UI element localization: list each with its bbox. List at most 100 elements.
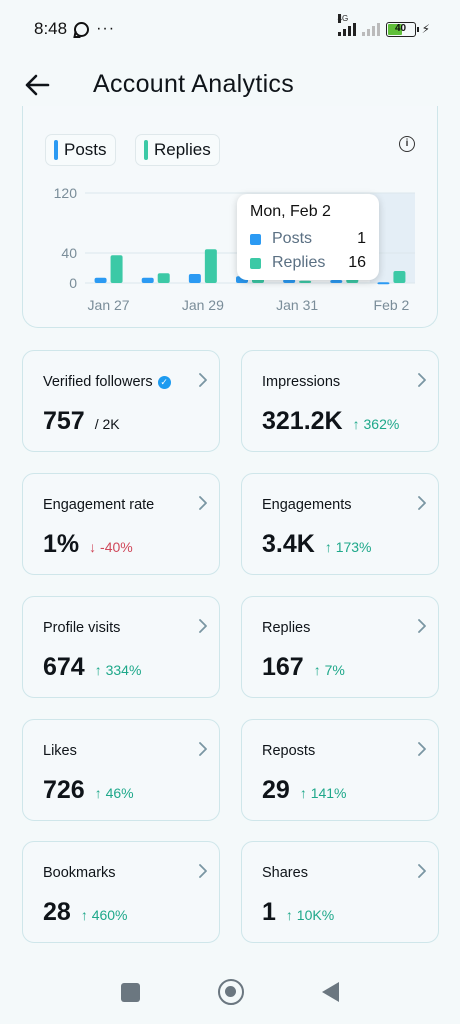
x-tick-label: Jan 29	[182, 297, 224, 313]
metric-change: ↑ 46%	[94, 785, 134, 801]
metric-value: 757	[43, 407, 85, 435]
signal-4g-icon: 4G	[337, 14, 356, 36]
system-back-button[interactable]	[322, 982, 339, 1002]
metric-label-text: Shares	[262, 865, 308, 881]
metric-card-reposts[interactable]: Reposts 29 ↑ 141%	[241, 719, 439, 821]
metric-label: Engagement rate	[43, 497, 154, 513]
metric-value-row: 167 ↑ 7%	[262, 653, 345, 682]
chart-tooltip: Mon, Feb 2 Posts 1 Replies 16	[237, 194, 379, 280]
y-tick-label: 0	[69, 275, 77, 291]
whatsapp-icon	[74, 21, 90, 37]
metric-value: 321.2K	[262, 407, 343, 435]
chevron-right-icon	[199, 496, 207, 510]
metric-card-engagements[interactable]: Engagements 3.4K ↑ 173%	[241, 473, 439, 575]
metric-card-likes[interactable]: Likes 726 ↑ 46%	[22, 719, 220, 821]
bar-posts-jan-29	[188, 274, 201, 283]
legend-posts-toggle[interactable]: Posts	[45, 134, 116, 166]
battery-icon: 40	[385, 21, 419, 37]
app-header: Account Analytics	[0, 58, 460, 116]
metric-label-text: Profile visits	[43, 620, 121, 636]
metric-card-engagement-rate[interactable]: Engagement rate 1% ↓ -40%	[22, 473, 220, 575]
metric-change: ↑ 173%	[324, 539, 372, 555]
metric-change: ↑ 141%	[299, 785, 347, 801]
metric-label-text: Impressions	[262, 374, 341, 390]
tooltip-replies-row: Replies 16	[250, 251, 366, 275]
chevron-right-icon	[418, 864, 426, 878]
metric-label: Profile visits	[43, 620, 120, 636]
metric-label: Shares	[262, 865, 308, 881]
legend-posts-label: Posts	[64, 140, 107, 159]
battery-level: 40	[395, 22, 407, 34]
chevron-right-icon	[418, 496, 426, 510]
metric-change: ↑ 362%	[352, 416, 400, 432]
metric-value: 29	[262, 776, 290, 804]
back-arrow-icon[interactable]	[24, 72, 50, 98]
metric-change: ↓ -40%	[89, 539, 133, 555]
signal-weak-icon	[361, 22, 380, 36]
recent-apps-button[interactable]	[121, 982, 140, 1002]
metric-label-text: Engagements	[262, 497, 352, 513]
network-type: 4G	[337, 14, 349, 23]
charging-icon: ⚡	[421, 22, 430, 36]
metric-label: Reposts	[262, 743, 315, 759]
metric-change: ↑ 7%	[313, 662, 345, 678]
metric-value-row: 757 / 2K	[43, 407, 120, 436]
metric-value: 167	[262, 653, 304, 681]
tooltip-posts-row: Posts 1	[250, 227, 366, 251]
metric-label-text: Engagement rate	[43, 497, 155, 513]
metric-label: Likes	[43, 743, 77, 759]
metric-label: Verified followers ✓	[43, 374, 171, 390]
metric-value: 28	[43, 898, 71, 926]
bar-posts-jan-31	[283, 279, 296, 283]
metric-label: Engagements	[262, 497, 351, 513]
legend-posts-swatch	[54, 140, 58, 160]
bar-replies-feb-2	[393, 271, 406, 283]
metric-label-text: Replies	[262, 620, 311, 636]
status-right: 4G 40 ⚡	[337, 14, 430, 37]
more-notifications-icon: ···	[96, 20, 116, 37]
metric-label: Replies	[262, 620, 310, 636]
metric-value: 726	[43, 776, 85, 804]
tooltip-replies-value: 16	[348, 254, 366, 271]
metric-value: 1%	[43, 530, 80, 558]
metric-card-verified-followers[interactable]: Verified followers ✓ 757 / 2K	[22, 350, 220, 452]
chevron-right-icon	[418, 742, 426, 756]
metric-value-row: 3.4K ↑ 173%	[262, 530, 372, 559]
tooltip-posts-label: Posts	[272, 230, 313, 247]
metric-label-text: Bookmarks	[43, 865, 116, 881]
bar-posts-feb-2	[377, 282, 390, 285]
metric-value-row: 321.2K ↑ 362%	[262, 407, 399, 436]
bar-replies-jan-29	[204, 249, 217, 283]
metric-change: ↑ 10K%	[285, 907, 335, 923]
system-nav-bar	[0, 960, 460, 1024]
metric-card-bookmarks[interactable]: Bookmarks 28 ↑ 460%	[22, 841, 220, 943]
legend-replies-swatch	[144, 140, 148, 160]
page-title: Account Analytics	[93, 70, 295, 98]
metric-value-row: 1% ↓ -40%	[43, 530, 133, 559]
chevron-right-icon	[199, 373, 207, 387]
chevron-right-icon	[199, 742, 207, 756]
status-left: 8:48 ···	[34, 19, 115, 39]
metric-card-shares[interactable]: Shares 1 ↑ 10K%	[241, 841, 439, 943]
tooltip-replies-swatch	[250, 257, 261, 269]
tooltip-posts-value: 1	[357, 230, 366, 247]
legend-replies-toggle[interactable]: Replies	[135, 134, 220, 166]
bar-replies-jan-27	[110, 255, 123, 283]
metric-card-replies[interactable]: Replies 167 ↑ 7%	[241, 596, 439, 698]
x-tick-label: Feb 2	[374, 297, 410, 313]
bar-posts-feb-1	[330, 280, 343, 283]
info-icon[interactable]: i	[399, 136, 415, 152]
metric-value: 1	[262, 898, 276, 926]
home-button[interactable]	[218, 979, 244, 1005]
verified-badge-icon: ✓	[157, 375, 171, 389]
x-tick-label: Jan 31	[276, 297, 318, 313]
metric-change: ↑ 460%	[80, 907, 128, 923]
metric-label-text: Verified followers	[43, 374, 153, 390]
metric-value-row: 1 ↑ 10K%	[262, 898, 334, 927]
bar-replies-jan-31	[299, 280, 312, 283]
metric-card-profile-visits[interactable]: Profile visits 674 ↑ 334%	[22, 596, 220, 698]
metric-target: / 2K	[94, 416, 120, 432]
metric-value-row: 726 ↑ 46%	[43, 776, 134, 805]
metric-card-impressions[interactable]: Impressions 321.2K ↑ 362%	[241, 350, 439, 452]
y-tick-label: 120	[54, 185, 78, 201]
